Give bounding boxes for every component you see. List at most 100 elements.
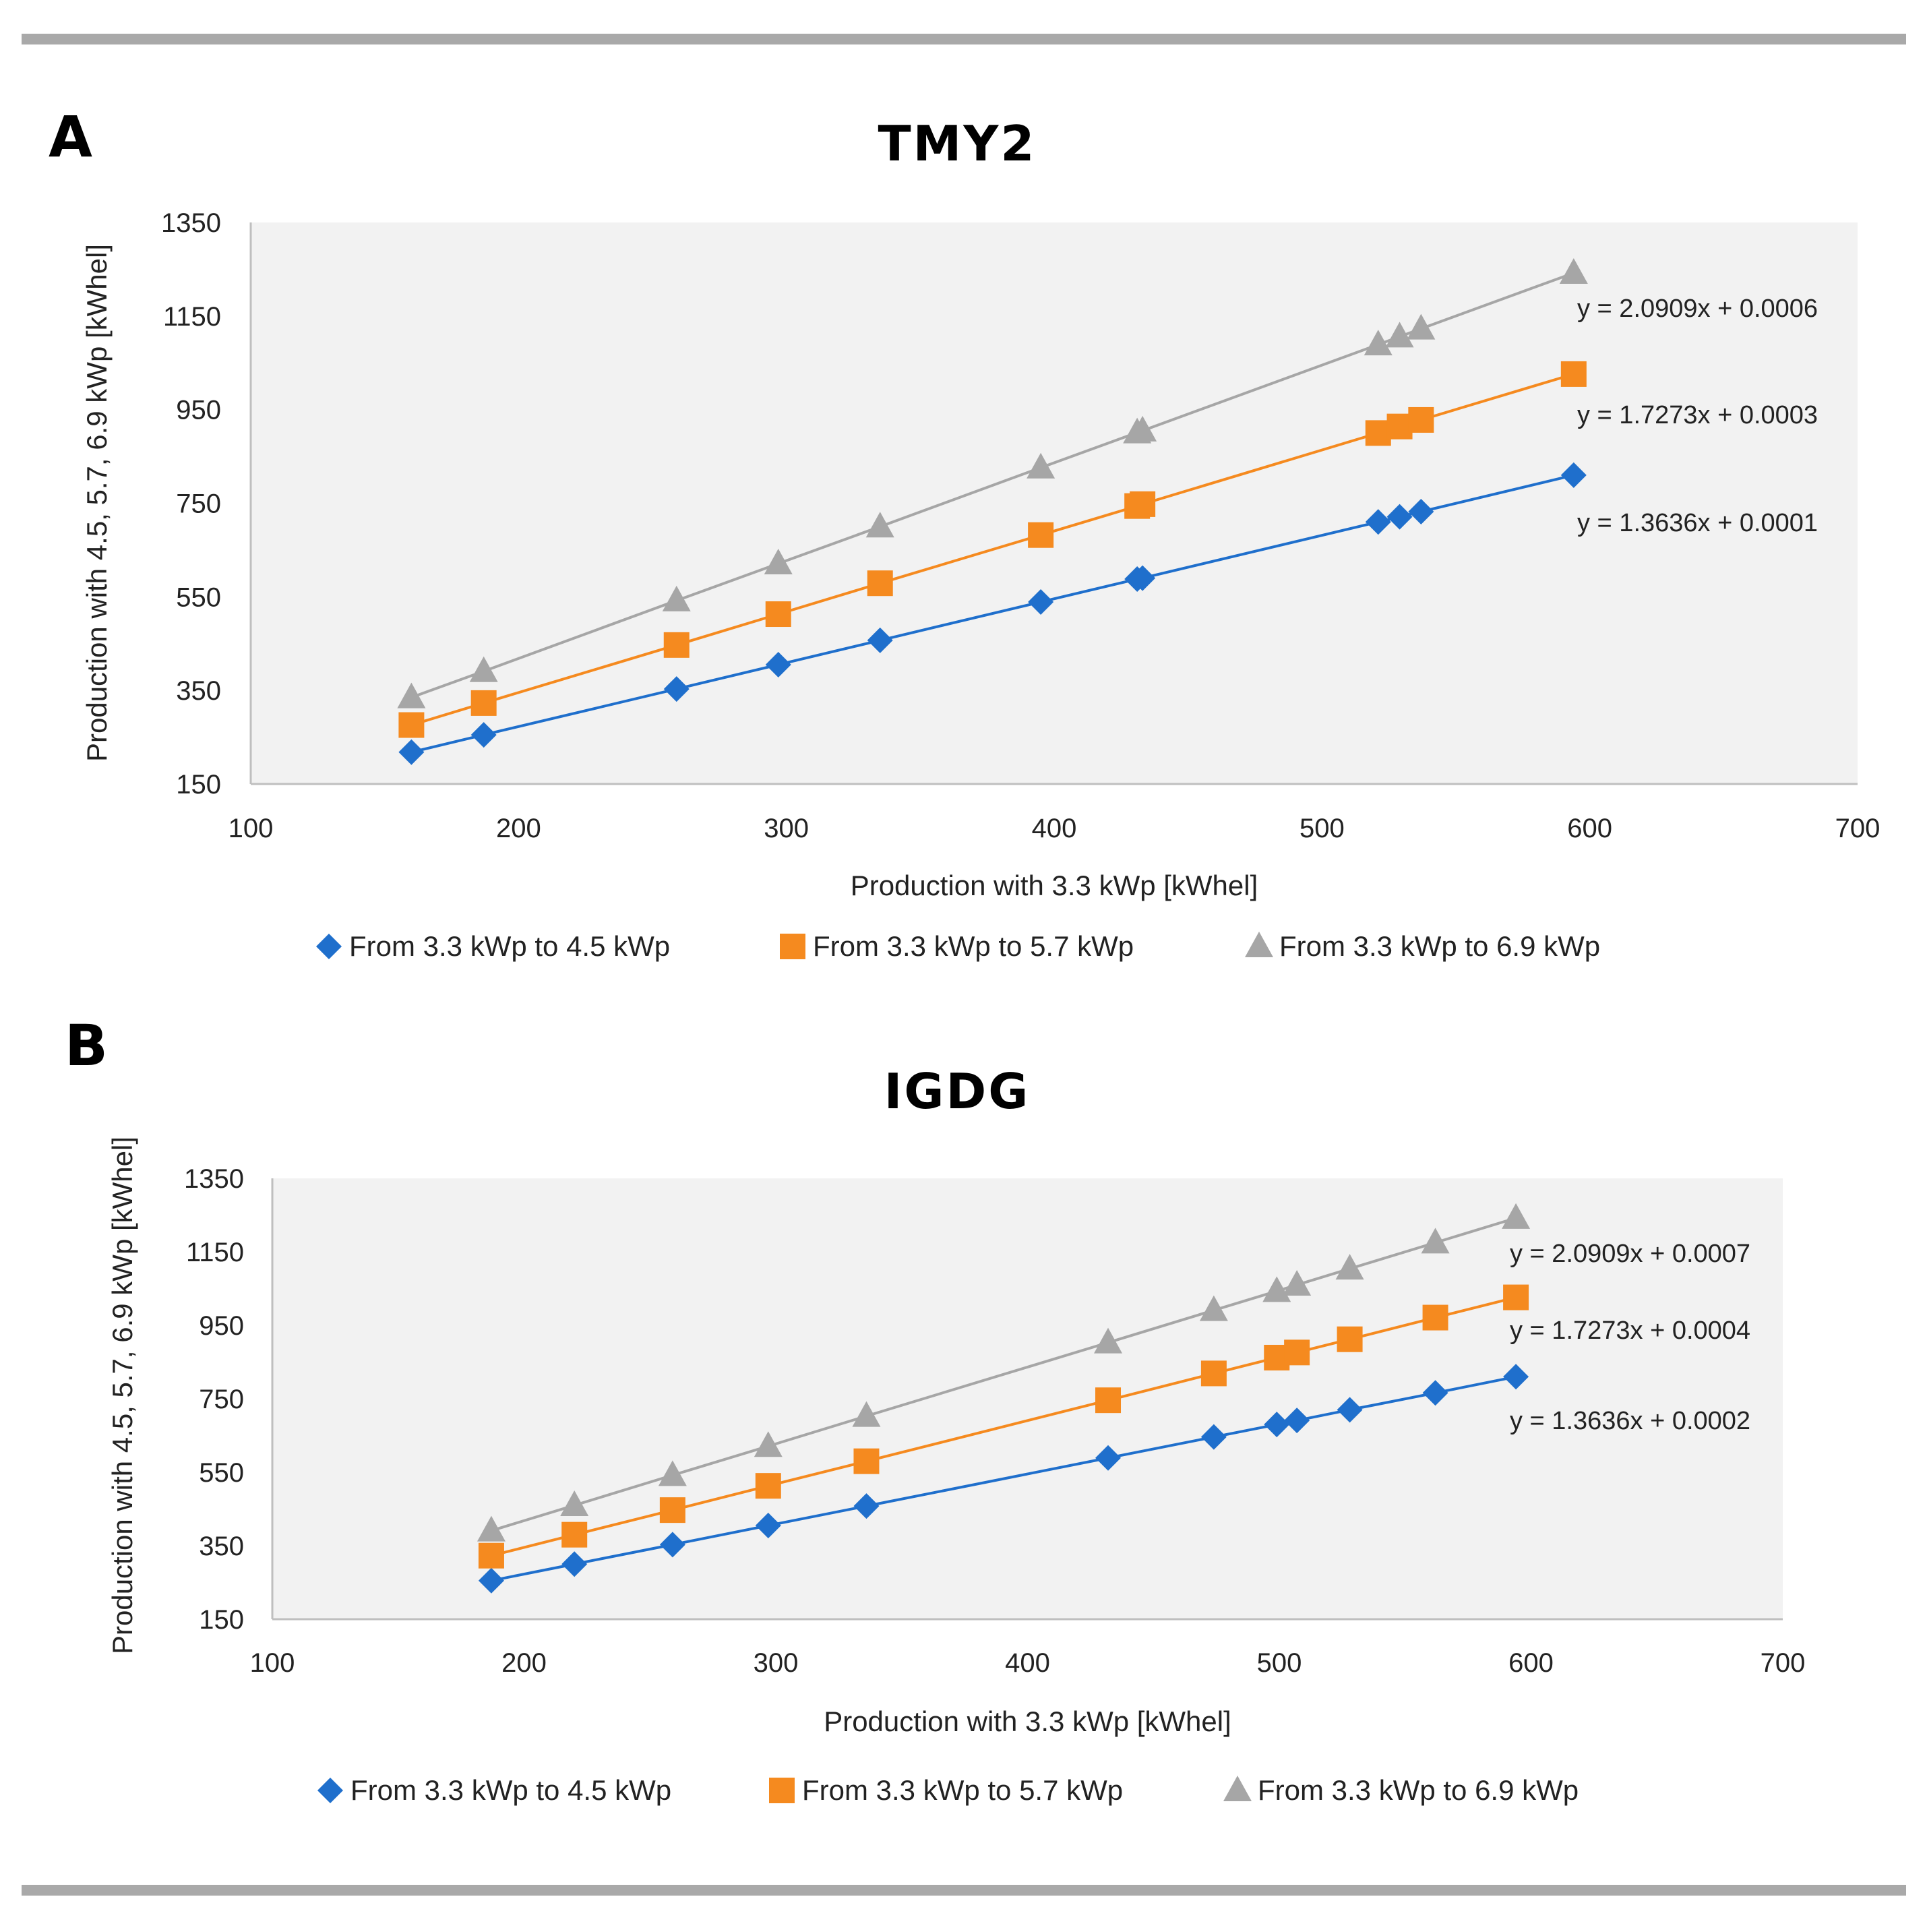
data-point xyxy=(1364,330,1393,356)
chart-a: A TMY2 150 350 550 750 950 1150 1350 100 200 300 400… xyxy=(49,104,1880,962)
data-point xyxy=(1560,361,1587,387)
data-point xyxy=(1200,1424,1227,1450)
data-point xyxy=(397,682,426,708)
trendline-2 xyxy=(491,1296,1517,1557)
plot-area xyxy=(272,1178,1783,1619)
data-point xyxy=(469,656,498,682)
y-tick-label: 1150 xyxy=(186,1238,244,1267)
data-point xyxy=(852,1401,881,1427)
legend-marker-3 xyxy=(1245,932,1273,957)
data-point xyxy=(1385,322,1414,348)
data-point xyxy=(1365,420,1391,446)
data-point xyxy=(1095,1445,1122,1471)
y-tick-label: 350 xyxy=(199,1532,244,1561)
data-point xyxy=(867,627,893,653)
data-point xyxy=(470,690,497,716)
x-axis-title: Production with 3.3 kWp [kWhel] xyxy=(851,870,1258,901)
legend-marker-1 xyxy=(317,1778,343,1803)
y-axis-title: Production with 4.5, 5.7, 6.9 kWp [kWhel… xyxy=(81,244,113,762)
x-tick-label: 100 xyxy=(228,814,274,843)
data-point xyxy=(1028,522,1054,548)
legend-label-2: From 3.3 kWp to 5.7 kWp xyxy=(813,930,1134,962)
legend-label-1: From 3.3 kWp to 4.5 kWp xyxy=(349,930,670,962)
data-point xyxy=(1335,1254,1364,1280)
y-tick-label: 1350 xyxy=(161,208,221,238)
x-tick-label: 600 xyxy=(1567,814,1612,843)
y-tick-label: 1350 xyxy=(184,1164,244,1194)
x-tick-label: 400 xyxy=(1005,1648,1050,1678)
data-point xyxy=(662,585,691,611)
x-tick-label: 700 xyxy=(1761,1648,1806,1678)
data-point xyxy=(478,1542,504,1569)
trendline-equation-3: y = 2.0909x + 0.0007 xyxy=(1510,1240,1750,1268)
legend-label-3: From 3.3 kWp to 6.9 kWp xyxy=(1258,1774,1579,1806)
plot-area xyxy=(251,222,1858,784)
x-tick-label: 400 xyxy=(1032,814,1077,843)
data-point xyxy=(663,676,690,702)
x-tick-label: 700 xyxy=(1835,814,1880,843)
data-point xyxy=(1408,406,1434,433)
panel-letter: A xyxy=(49,104,92,170)
trendline-1 xyxy=(491,1375,1517,1582)
data-point xyxy=(1264,1412,1290,1438)
data-point xyxy=(1337,1397,1363,1423)
data-point xyxy=(398,739,425,765)
data-point xyxy=(1199,1295,1228,1321)
data-point xyxy=(1559,258,1588,284)
data-point xyxy=(1028,588,1054,615)
data-point xyxy=(1284,1408,1310,1434)
legend-label-1: From 3.3 kWp to 4.5 kWp xyxy=(350,1774,671,1806)
series-3 xyxy=(397,258,1588,708)
x-tick-label: 500 xyxy=(1257,1648,1302,1678)
legend-label-3: From 3.3 kWp to 6.9 kWp xyxy=(1279,930,1600,962)
x-tick-label: 200 xyxy=(501,1648,547,1678)
y-tick-label: 750 xyxy=(176,489,221,519)
data-point xyxy=(659,1497,685,1523)
data-point xyxy=(561,1551,588,1577)
legend-marker-1 xyxy=(316,934,342,959)
data-point xyxy=(1130,565,1156,591)
panel-letter: B xyxy=(65,1013,108,1079)
data-point xyxy=(1502,1203,1531,1229)
y-tick-label: 150 xyxy=(199,1605,244,1635)
trendline-equation-2: y = 1.7273x + 0.0003 xyxy=(1577,401,1818,429)
data-point xyxy=(765,601,791,628)
series-1 xyxy=(398,462,1587,765)
data-point xyxy=(1027,452,1056,479)
chart-b: B IGDG 150 350 550 750 950 1150 1350 100 200 300 400… xyxy=(65,1013,1806,1806)
y-tick-label: 550 xyxy=(199,1458,244,1488)
figure-top-border xyxy=(22,34,1906,44)
series-3 xyxy=(477,1203,1531,1542)
y-tick-label: 350 xyxy=(176,676,221,706)
data-point xyxy=(1503,1364,1529,1390)
y-tick-label: 950 xyxy=(199,1311,244,1341)
data-point xyxy=(1422,1304,1448,1331)
legend-marker-3 xyxy=(1223,1776,1252,1801)
data-point xyxy=(1283,1270,1312,1296)
data-point xyxy=(1094,1327,1123,1354)
data-point xyxy=(398,712,425,738)
x-tick-label: 600 xyxy=(1508,1648,1554,1678)
y-tick-label: 550 xyxy=(176,582,221,612)
data-point xyxy=(1337,1326,1363,1352)
x-tick-label: 500 xyxy=(1299,814,1345,843)
figure-bottom-border xyxy=(22,1885,1906,1896)
legend-marker-2 xyxy=(780,934,805,959)
data-point xyxy=(1284,1339,1310,1366)
data-point xyxy=(561,1521,588,1548)
data-point xyxy=(755,1473,781,1499)
data-point xyxy=(663,632,690,658)
data-point xyxy=(1386,504,1413,530)
y-tick-label: 150 xyxy=(176,770,221,799)
y-axis-title: Production with 4.5, 5.7, 6.9 kWp [kWhel… xyxy=(106,1137,138,1654)
series-2 xyxy=(398,361,1587,738)
data-point xyxy=(865,512,894,538)
trendline-equation-1: y = 1.3636x + 0.0002 xyxy=(1510,1407,1750,1435)
data-point xyxy=(1200,1360,1227,1387)
x-tick-label: 100 xyxy=(250,1648,295,1678)
data-point xyxy=(853,1448,880,1474)
data-point xyxy=(755,1513,781,1539)
data-point xyxy=(1560,462,1587,488)
data-point xyxy=(478,1567,504,1594)
legend-marker-2 xyxy=(769,1778,795,1803)
